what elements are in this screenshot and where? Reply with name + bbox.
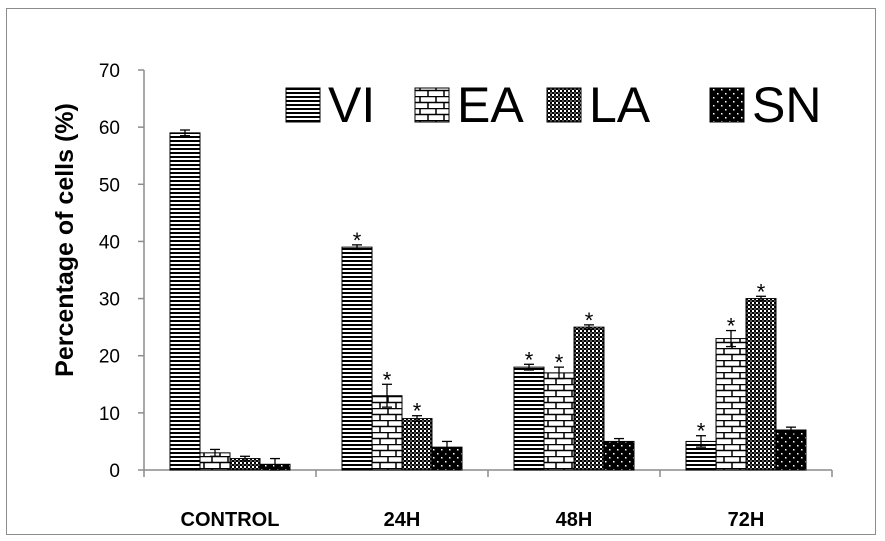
legend-label-la: LA [589, 77, 651, 133]
bar-ea [543, 372, 575, 471]
y-tick-label: 50 [99, 175, 120, 196]
significance-star: * [585, 308, 594, 333]
bars: * * * * * * * * * [169, 129, 807, 471]
legend: VI EA LA SN [285, 77, 821, 133]
significance-star: * [555, 350, 564, 375]
significance-star: * [383, 367, 392, 392]
bar-vi [341, 246, 373, 471]
y-tick-label: 10 [99, 404, 120, 425]
legend-swatch-la [546, 87, 582, 123]
significance-star: * [413, 399, 422, 424]
x-category-label: CONTROL [181, 509, 280, 531]
legend-swatch-vi [285, 87, 321, 123]
x-category-label: 48H [556, 509, 593, 531]
y-tick-label: 0 [109, 461, 120, 482]
y-tick-label: 40 [99, 232, 120, 253]
x-category-label: 24H [384, 509, 421, 531]
legend-label-ea: EA [457, 77, 524, 133]
bar-ea [715, 338, 747, 471]
legend-label-sn: SN [752, 77, 821, 133]
significance-star: * [697, 419, 706, 444]
bar-la [401, 418, 433, 471]
significance-star: * [525, 347, 534, 372]
y-tick-label: 70 [99, 61, 120, 82]
bar-la [573, 326, 605, 471]
y-tick-label: 60 [99, 118, 120, 139]
y-axis-title: Percentage of cells (%) [51, 103, 79, 377]
significance-star: * [353, 228, 362, 253]
bar-sn [603, 440, 635, 471]
y-tick-label: 20 [99, 347, 120, 368]
x-category-label: 72H [728, 509, 765, 531]
bar-sn [775, 429, 807, 471]
bar-vi [169, 132, 201, 471]
y-tick-label: 30 [99, 290, 120, 311]
bar-la [745, 298, 777, 471]
legend-swatch-sn [709, 87, 745, 123]
legend-label-vi: VI [328, 77, 375, 133]
significance-star: * [727, 314, 736, 339]
significance-star: * [757, 279, 766, 304]
bar-vi [513, 366, 545, 471]
legend-swatch-ea [414, 87, 450, 123]
